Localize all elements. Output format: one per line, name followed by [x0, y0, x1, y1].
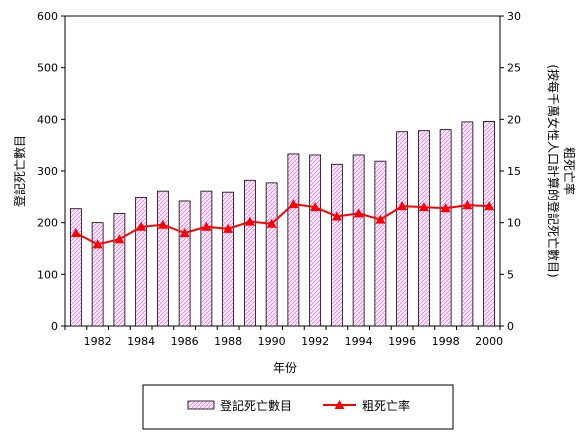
right-tick-label: 20 [507, 113, 521, 126]
x-axis-title: 年份 [273, 361, 297, 375]
rate-point-1994 [353, 208, 364, 218]
bar-1983 [113, 212, 126, 327]
bar-2000 [483, 121, 496, 327]
left-tick-label: 600 [37, 10, 58, 23]
left-axis: 0 100 200 300 400 500 600 [37, 10, 65, 333]
left-tick-label: 500 [37, 62, 58, 75]
bar-1984 [135, 196, 148, 327]
right-tick-label: 25 [507, 62, 521, 75]
rate-point-2000 [484, 201, 495, 211]
x-tick-label: 1984 [127, 335, 155, 348]
rate-point-1999 [462, 200, 473, 210]
rate-point-1992 [310, 202, 321, 212]
rate-point-1991 [288, 199, 299, 209]
rate-point-1986 [179, 228, 190, 237]
legend: 登記死亡數目 粗死亡率 [142, 384, 454, 430]
legend-bar-swatch [187, 400, 215, 410]
bar-1982 [91, 222, 104, 327]
rate-point-1995 [375, 214, 386, 224]
rate-line [75, 203, 490, 246]
left-tick-label: 200 [37, 217, 58, 230]
rate-point-1981 [70, 228, 81, 237]
y-axis-right-title-line2: (按每千萬女性人口計算的登記死亡數目) [546, 64, 561, 277]
right-tick-label: 10 [507, 217, 521, 230]
x-tick-label: 1994 [345, 335, 373, 348]
bar-1988 [222, 191, 235, 327]
bar-1996 [396, 131, 409, 327]
bar-1992 [309, 154, 322, 327]
x-tick-label: 1998 [432, 335, 460, 348]
rate-point-1983 [114, 234, 125, 244]
right-tick-label: 0 [507, 320, 514, 333]
bar-1991 [287, 153, 300, 327]
rate-point-1993 [331, 211, 342, 221]
bar-1994 [352, 154, 365, 327]
y-axis-right-title-line1: 粗死亡率 [562, 147, 577, 195]
plot-area [64, 15, 501, 327]
bar-1989 [243, 179, 256, 327]
x-tick-label: 1982 [84, 335, 112, 348]
rate-point-1997 [418, 202, 429, 212]
bar-1998 [439, 129, 452, 327]
x-tick-label: 1990 [258, 335, 286, 348]
bar-1990 [265, 182, 278, 327]
right-tick-label: 30 [507, 10, 521, 23]
x-tick-label: 1988 [214, 335, 242, 348]
bar-1999 [461, 121, 474, 327]
line-series [70, 199, 495, 249]
x-axis: 1982 1984 1986 1988 1990 1992 1994 1996 1998 2000 [64, 326, 503, 348]
left-tick-label: 300 [37, 165, 58, 178]
rate-point-1984 [136, 221, 147, 231]
legend-line-label: 粗死亡率 [362, 398, 410, 413]
left-tick-label: 0 [51, 320, 58, 333]
rate-point-1990 [266, 218, 277, 228]
bar-series [69, 121, 496, 327]
bar-1997 [417, 130, 430, 327]
rate-point-1996 [397, 201, 408, 211]
bar-1995 [374, 160, 387, 327]
x-tick-label: 1986 [171, 335, 199, 348]
right-axis: 0 5 10 15 20 25 30 [500, 10, 521, 333]
rate-point-1988 [223, 223, 234, 233]
rate-point-1989 [244, 216, 255, 226]
left-tick-label: 100 [37, 268, 58, 281]
left-tick-label: 400 [37, 113, 58, 126]
rate-point-1998 [440, 203, 451, 213]
bar-1986 [178, 200, 191, 327]
right-tick-label: 15 [507, 165, 521, 178]
right-tick-label: 5 [507, 268, 514, 281]
bar-1987 [200, 190, 213, 327]
legend-line-marker [334, 400, 345, 409]
y-axis-left-title: 登記死亡數目 [12, 135, 27, 207]
bar-1981 [69, 208, 82, 327]
legend-bar-label: 登記死亡數目 [220, 398, 292, 413]
rate-point-1982 [92, 239, 103, 249]
x-tick-label: 1992 [301, 335, 329, 348]
rate-point-1987 [201, 221, 212, 231]
bar-1985 [156, 190, 169, 327]
rate-point-1985 [157, 219, 168, 229]
x-tick-label: 2000 [475, 335, 503, 348]
bar-1993 [330, 163, 343, 327]
x-tick-label: 1996 [388, 335, 416, 348]
